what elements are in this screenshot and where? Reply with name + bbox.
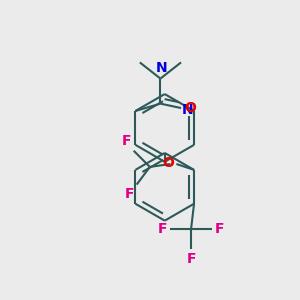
Text: O: O <box>162 155 174 170</box>
Text: O: O <box>184 101 196 115</box>
Text: F: F <box>215 222 224 236</box>
Text: N: N <box>182 103 194 116</box>
Text: N: N <box>156 61 168 75</box>
Text: F: F <box>158 222 167 236</box>
Text: F: F <box>186 252 196 266</box>
Text: F: F <box>125 187 134 201</box>
Text: F: F <box>122 134 131 148</box>
